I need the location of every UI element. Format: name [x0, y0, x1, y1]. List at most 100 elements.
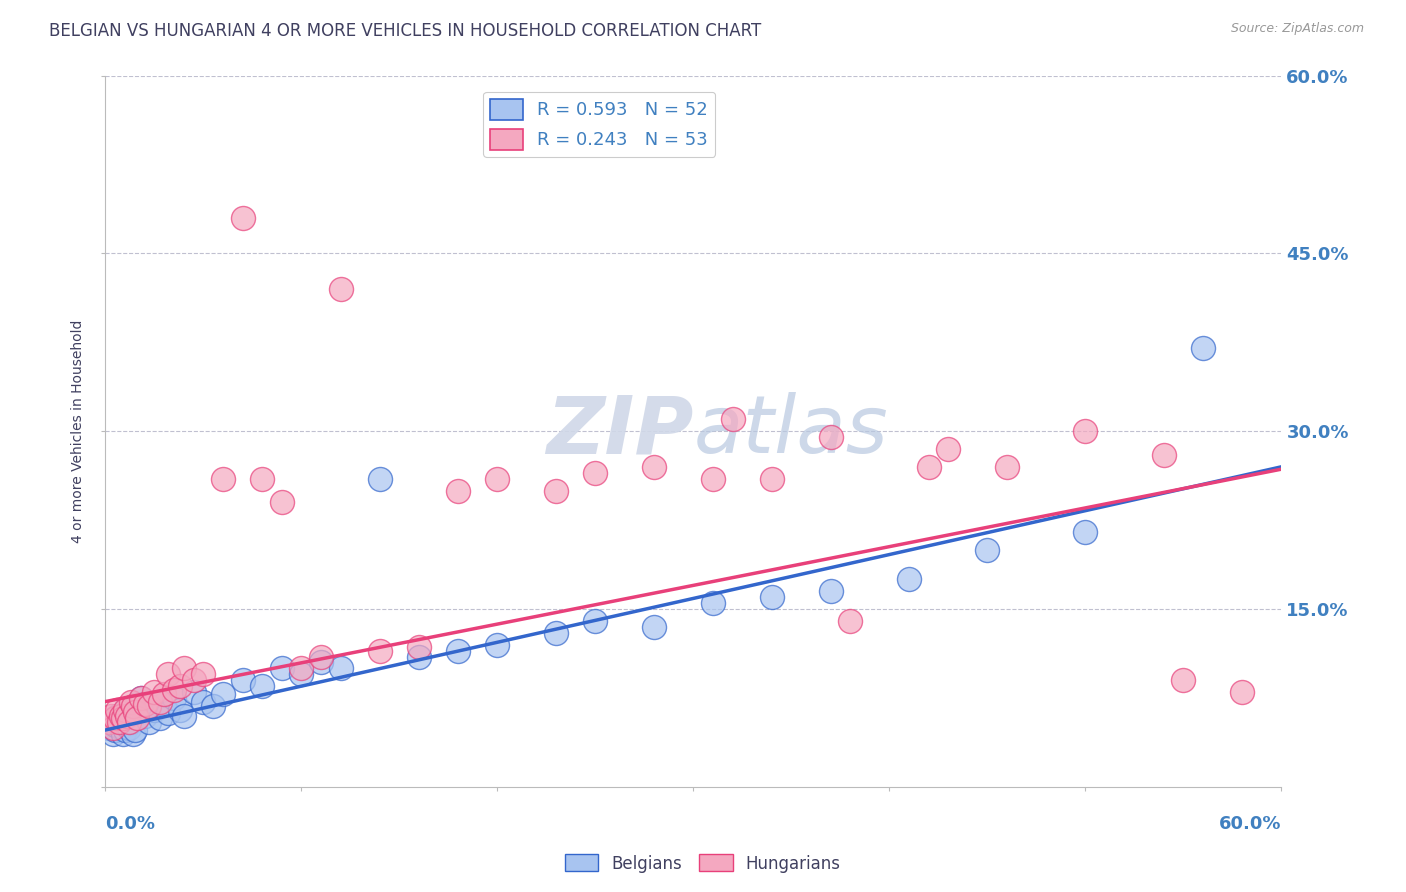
- Point: [114, 703, 136, 717]
- Point: [115, 708, 138, 723]
- Point: [138, 699, 160, 714]
- Point: [157, 706, 180, 721]
- Point: [917, 459, 939, 474]
- Point: [100, 708, 122, 723]
- Point: [110, 714, 132, 729]
- Point: [173, 661, 195, 675]
- Point: [98, 714, 121, 729]
- Point: [108, 711, 131, 725]
- Point: [250, 679, 273, 693]
- Point: [114, 723, 136, 737]
- Point: [761, 591, 783, 605]
- Text: BELGIAN VS HUNGARIAN 4 OR MORE VEHICLES IN HOUSEHOLD CORRELATION CHART: BELGIAN VS HUNGARIAN 4 OR MORE VEHICLES …: [49, 22, 762, 40]
- Point: [163, 682, 186, 697]
- Point: [193, 667, 215, 681]
- Point: [447, 483, 470, 498]
- Point: [820, 430, 842, 444]
- Point: [153, 697, 176, 711]
- Point: [329, 661, 352, 675]
- Point: [643, 459, 665, 474]
- Point: [290, 661, 312, 675]
- Point: [368, 643, 391, 657]
- Point: [202, 699, 225, 714]
- Point: [1192, 341, 1215, 355]
- Point: [115, 708, 138, 723]
- Point: [111, 711, 134, 725]
- Point: [120, 714, 142, 729]
- Point: [193, 694, 215, 708]
- Point: [157, 667, 180, 681]
- Point: [121, 726, 143, 740]
- Point: [232, 673, 254, 688]
- Point: [643, 620, 665, 634]
- Point: [702, 472, 724, 486]
- Point: [212, 688, 235, 702]
- Point: [103, 726, 125, 740]
- Point: [1232, 685, 1254, 699]
- Point: [104, 723, 127, 737]
- Legend: R = 0.593   N = 52, R = 0.243   N = 53: R = 0.593 N = 52, R = 0.243 N = 53: [484, 92, 716, 157]
- Point: [839, 614, 862, 628]
- Point: [103, 721, 125, 735]
- Point: [232, 211, 254, 225]
- Point: [143, 703, 166, 717]
- Point: [290, 667, 312, 681]
- Point: [546, 625, 568, 640]
- Point: [169, 703, 191, 717]
- Point: [118, 721, 141, 735]
- Point: [976, 542, 998, 557]
- Point: [104, 711, 127, 725]
- Point: [250, 472, 273, 486]
- Point: [134, 708, 156, 723]
- Point: [134, 697, 156, 711]
- Point: [408, 640, 430, 654]
- Point: [125, 711, 148, 725]
- Point: [105, 708, 128, 723]
- Point: [129, 691, 152, 706]
- Point: [270, 661, 292, 675]
- Text: ZIP: ZIP: [546, 392, 693, 470]
- Point: [183, 673, 205, 688]
- Point: [583, 466, 606, 480]
- Text: 0.0%: 0.0%: [105, 815, 156, 833]
- Point: [124, 705, 146, 719]
- Point: [820, 584, 842, 599]
- Point: [329, 282, 352, 296]
- Point: [153, 688, 176, 702]
- Point: [108, 714, 131, 729]
- Point: [408, 649, 430, 664]
- Point: [309, 649, 332, 664]
- Point: [995, 459, 1018, 474]
- Point: [702, 596, 724, 610]
- Point: [212, 472, 235, 486]
- Point: [270, 495, 292, 509]
- Point: [125, 697, 148, 711]
- Point: [114, 703, 136, 717]
- Point: [121, 699, 143, 714]
- Point: [110, 708, 132, 723]
- Point: [898, 573, 921, 587]
- Point: [583, 614, 606, 628]
- Point: [149, 694, 172, 708]
- Point: [486, 472, 509, 486]
- Point: [118, 714, 141, 729]
- Point: [149, 711, 172, 725]
- Point: [761, 472, 783, 486]
- Point: [1153, 448, 1175, 462]
- Point: [100, 714, 122, 729]
- Point: [936, 442, 959, 456]
- Point: [486, 638, 509, 652]
- Point: [129, 691, 152, 706]
- Point: [124, 723, 146, 737]
- Point: [111, 726, 134, 740]
- Text: 60.0%: 60.0%: [1219, 815, 1281, 833]
- Point: [1173, 673, 1195, 688]
- Point: [447, 643, 470, 657]
- Point: [183, 685, 205, 699]
- Point: [173, 708, 195, 723]
- Text: atlas: atlas: [693, 392, 889, 470]
- Point: [110, 721, 132, 735]
- Point: [105, 703, 128, 717]
- Point: [546, 483, 568, 498]
- Point: [1074, 424, 1097, 438]
